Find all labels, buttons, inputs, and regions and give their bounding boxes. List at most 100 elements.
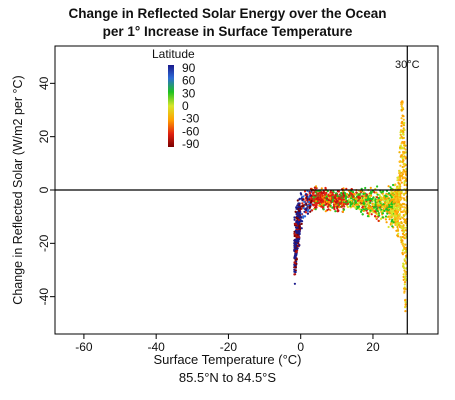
data-point bbox=[390, 205, 393, 208]
data-point bbox=[403, 206, 406, 209]
data-point bbox=[401, 107, 405, 110]
data-point bbox=[394, 210, 397, 213]
data-point bbox=[366, 201, 369, 204]
data-point bbox=[403, 162, 406, 165]
data-point bbox=[367, 206, 370, 210]
data-point bbox=[362, 202, 365, 205]
data-point bbox=[326, 205, 329, 208]
data-point bbox=[329, 209, 332, 212]
data-point bbox=[302, 198, 305, 201]
data-point bbox=[385, 221, 388, 224]
chart-subtitle: per 1° Increase in Surface Temperature bbox=[102, 24, 353, 39]
data-point bbox=[338, 193, 341, 196]
data-point bbox=[380, 201, 383, 204]
data-point bbox=[375, 191, 378, 194]
data-point bbox=[331, 191, 334, 194]
data-point bbox=[374, 215, 377, 218]
data-point bbox=[399, 175, 402, 178]
data-point bbox=[340, 205, 343, 208]
data-point bbox=[294, 261, 297, 264]
data-point bbox=[361, 195, 364, 198]
data-point bbox=[314, 199, 317, 203]
data-point bbox=[362, 209, 365, 212]
legend-label: -30 bbox=[182, 112, 200, 126]
data-point bbox=[368, 195, 371, 198]
data-point bbox=[318, 198, 321, 201]
data-point bbox=[389, 186, 392, 189]
data-point bbox=[329, 204, 332, 207]
x-tick-label: -40 bbox=[147, 340, 165, 354]
data-point bbox=[375, 196, 379, 199]
data-point bbox=[383, 196, 386, 199]
data-point bbox=[382, 199, 385, 202]
data-point bbox=[397, 176, 400, 179]
data-point bbox=[320, 201, 323, 204]
data-point bbox=[375, 216, 378, 219]
data-point bbox=[394, 223, 397, 226]
data-point bbox=[342, 203, 345, 206]
data-point bbox=[329, 193, 332, 196]
data-point bbox=[314, 206, 317, 209]
data-point bbox=[388, 205, 391, 208]
data-point bbox=[403, 258, 406, 261]
data-point bbox=[404, 192, 407, 195]
data-point bbox=[400, 124, 403, 128]
data-point bbox=[302, 205, 305, 208]
data-point bbox=[381, 210, 384, 213]
data-point bbox=[395, 186, 399, 189]
data-point bbox=[390, 198, 394, 201]
data-point bbox=[296, 235, 299, 238]
data-point bbox=[293, 242, 296, 245]
data-point bbox=[381, 190, 385, 193]
data-point bbox=[299, 207, 302, 210]
data-point bbox=[358, 193, 361, 196]
data-point bbox=[402, 132, 405, 135]
data-point bbox=[372, 209, 375, 212]
data-point bbox=[309, 187, 313, 190]
data-point bbox=[354, 197, 358, 200]
data-point bbox=[316, 196, 320, 199]
data-point bbox=[396, 225, 399, 229]
data-point bbox=[355, 191, 358, 194]
data-point bbox=[392, 193, 395, 197]
data-point bbox=[398, 194, 401, 197]
data-point bbox=[295, 242, 298, 245]
data-point bbox=[349, 201, 352, 204]
data-point bbox=[403, 218, 406, 221]
data-point bbox=[400, 105, 403, 108]
data-point bbox=[336, 205, 339, 208]
data-point bbox=[377, 201, 380, 205]
data-point bbox=[399, 129, 403, 132]
data-point bbox=[388, 216, 392, 219]
data-point bbox=[400, 190, 403, 193]
data-point bbox=[325, 202, 328, 205]
data-point bbox=[403, 269, 406, 272]
data-point bbox=[403, 291, 406, 294]
data-point bbox=[398, 213, 401, 216]
data-point bbox=[295, 207, 298, 210]
data-point bbox=[401, 205, 404, 208]
data-point bbox=[374, 210, 377, 213]
data-point bbox=[394, 218, 397, 221]
data-point bbox=[299, 215, 302, 218]
data-point bbox=[403, 142, 406, 145]
data-point bbox=[404, 305, 407, 308]
data-point bbox=[303, 215, 307, 218]
data-point bbox=[363, 206, 366, 209]
data-point bbox=[392, 201, 395, 204]
data-point bbox=[405, 254, 408, 257]
data-point bbox=[351, 205, 355, 208]
data-point bbox=[400, 239, 403, 242]
data-point bbox=[340, 191, 343, 195]
data-point bbox=[397, 196, 400, 199]
data-point bbox=[399, 144, 402, 147]
data-point bbox=[310, 196, 313, 199]
data-point bbox=[378, 195, 381, 198]
data-point bbox=[394, 199, 397, 202]
data-point bbox=[298, 231, 301, 235]
data-point bbox=[401, 137, 404, 140]
data-point bbox=[325, 197, 328, 200]
data-point bbox=[400, 222, 403, 225]
data-point bbox=[378, 214, 381, 217]
